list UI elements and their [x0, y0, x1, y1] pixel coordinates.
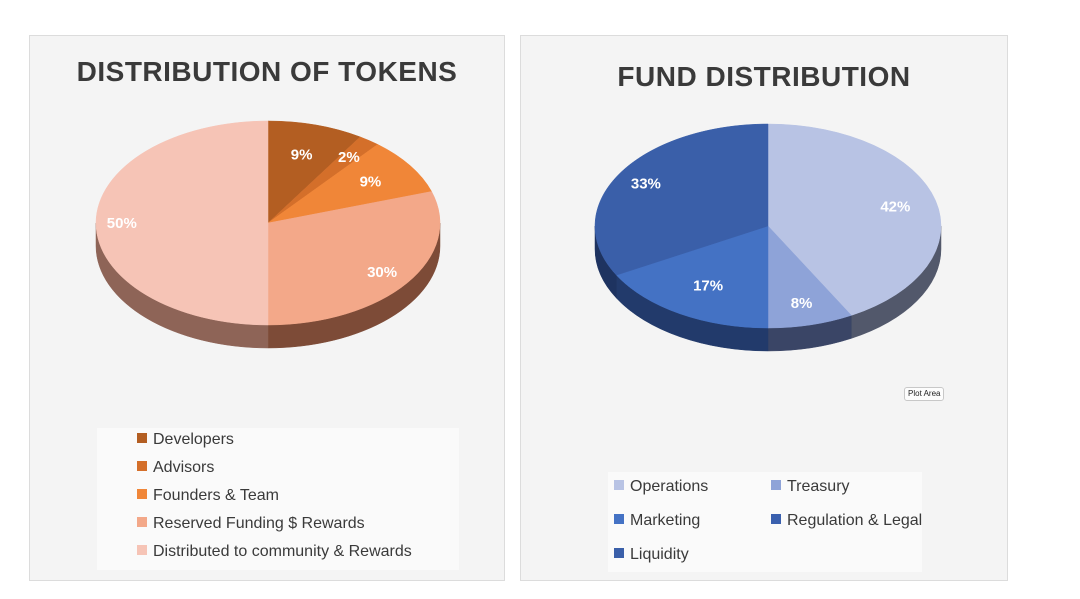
legend-label: Founders & Team: [153, 487, 279, 504]
legend-label: Distributed to community & Rewards: [153, 543, 412, 560]
legend-swatch: [614, 548, 624, 558]
data-label-marketing: 17%: [693, 278, 723, 295]
legend-label: Operations: [630, 478, 709, 495]
fund-legend-item-operations: Operations: [614, 477, 708, 497]
fund-legend-item-treasury: Treasury: [771, 477, 850, 497]
pie-slice-developers: [267, 120, 361, 224]
data-label-founders-team: 9%: [360, 174, 382, 191]
fund-pie-chart[interactable]: 42% 8% 17% 33%: [521, 36, 1009, 436]
data-label-liquidity: 33%: [631, 175, 661, 192]
token-legend-item-developers: Developers: [137, 430, 234, 450]
fund-legend-item-regulation-legal: Regulation & Legal: [771, 511, 922, 531]
fund-legend-item-liquidity: Liquidity: [614, 545, 689, 565]
fund-legend: Operations Treasury Marketing Regulation & …: [608, 472, 922, 572]
legend-swatch: [137, 461, 147, 471]
pie-slice-liquidity: [594, 123, 769, 276]
pie-slice-founders-team: [267, 144, 432, 224]
fund-legend-item-marketing: Marketing: [614, 511, 700, 531]
legend-label: Advisors: [153, 459, 215, 476]
token-legend-item-founders-team: Founders & Team: [137, 486, 279, 506]
legend-swatch: [137, 489, 147, 499]
token-pie-chart: 9% 2%9%30%50%: [95, 120, 441, 349]
data-label-advisors: 2%: [338, 149, 360, 166]
data-label-operations: 42%: [880, 199, 910, 216]
pie-slice-operations: [767, 123, 942, 316]
legend-swatch: [614, 514, 624, 524]
data-label-treasury: 8%: [791, 295, 813, 312]
fund-chart-title: FUND DISTRIBUTION: [617, 61, 911, 92]
plot-area-tooltip: Plot Area: [904, 387, 945, 401]
legend-label: Developers: [153, 431, 234, 448]
pie-slice-marketing: [615, 225, 769, 329]
legend-label: Marketing: [630, 512, 701, 529]
pie-slice-reserved-funding-rewards: [267, 191, 441, 326]
legend-swatch: [137, 545, 147, 555]
token-chart-title: DISTRIBUTION OF TOKENS: [76, 56, 458, 87]
legend-label: Liquidity: [630, 546, 689, 563]
token-legend-item-reserved-funding-rewards: Reserved Funding $ Rewards: [137, 514, 365, 534]
legend-swatch: [771, 514, 781, 524]
data-label-developers: 9%: [291, 146, 313, 163]
data-label-distributed-to-community-rewards: 50%: [107, 215, 137, 232]
legend-label: Regulation & Legal: [787, 512, 923, 529]
token-legend-item-advisors: Advisors: [137, 458, 214, 478]
token-legend: Developers Advisors Founders & Team Reserve…: [97, 428, 459, 570]
data-label-reserved-funding-rewards: 30%: [367, 264, 397, 281]
token-distribution-panel: DISTRIBUTION OF TOKENS 9% 2% 9% 30% 50% Deve…: [29, 35, 505, 581]
legend-swatch: [137, 517, 147, 527]
pie-slice-distributed-to-community-rewards: [95, 120, 269, 326]
token-legend-item-distributed-to-community-rewards: Distributed to community & Rewards: [137, 542, 412, 562]
legend-swatch: [137, 433, 147, 443]
legend-label: Treasury: [787, 478, 850, 495]
legend-swatch: [771, 480, 781, 490]
fund-distribution-panel: FUND DISTRIBUTION 42% 8% 17% 33% Plot Area …: [520, 35, 1008, 581]
legend-swatch: [614, 480, 624, 490]
legend-label: Reserved Funding $ Rewards: [153, 515, 365, 532]
